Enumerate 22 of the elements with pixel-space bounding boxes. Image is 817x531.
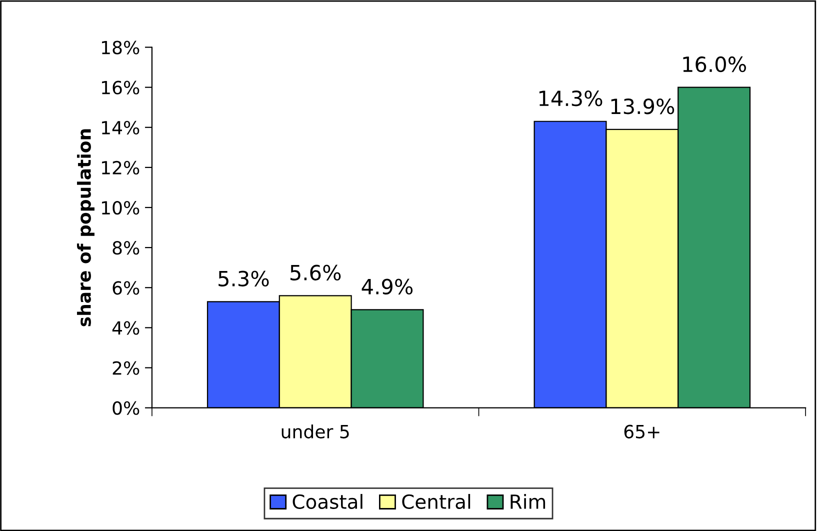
x-tick-label: under 5 xyxy=(282,424,349,438)
data-label: 14.3% xyxy=(539,90,602,106)
y-tick-label: 4% xyxy=(112,321,140,335)
data-label: 5.6% xyxy=(290,264,341,280)
data-label: 13.9% xyxy=(611,98,674,114)
legend-label: Central xyxy=(402,494,470,510)
y-tick-label: 8% xyxy=(112,241,140,255)
x-tick-label: 65+ xyxy=(624,424,660,438)
legend-label: Coastal xyxy=(292,494,362,510)
y-tick-label: 16% xyxy=(102,80,140,94)
y-tick-label: 0% xyxy=(112,401,140,415)
legend-label: Rim xyxy=(510,494,546,509)
y-tick-label: 6% xyxy=(112,281,140,295)
y-tick-label: 12% xyxy=(102,160,140,175)
y-axis-title: share of population xyxy=(76,129,94,326)
data-label: 16.0% xyxy=(683,56,746,72)
y-tick-label: 10% xyxy=(102,200,140,215)
y-tick-label: 14% xyxy=(102,120,140,134)
y-tick-label: 18% xyxy=(102,40,140,54)
data-label: 4.9% xyxy=(362,278,413,295)
y-tick-label: 2% xyxy=(112,361,140,375)
data-label: 5.3% xyxy=(218,270,269,286)
